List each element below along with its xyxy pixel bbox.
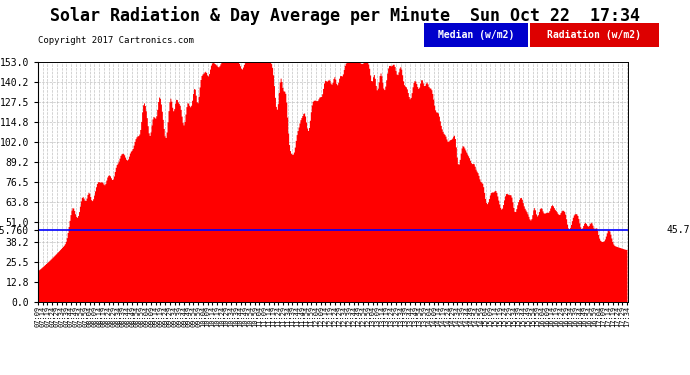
Text: 45.760: 45.760 (667, 225, 690, 235)
FancyBboxPatch shape (530, 22, 659, 47)
Text: Copyright 2017 Cartronics.com: Copyright 2017 Cartronics.com (38, 36, 194, 45)
Text: Radiation (w/m2): Radiation (w/m2) (547, 30, 642, 40)
Text: Median (w/m2): Median (w/m2) (437, 30, 514, 40)
Text: Solar Radiation & Day Average per Minute  Sun Oct 22  17:34: Solar Radiation & Day Average per Minute… (50, 6, 640, 25)
FancyBboxPatch shape (424, 22, 528, 47)
